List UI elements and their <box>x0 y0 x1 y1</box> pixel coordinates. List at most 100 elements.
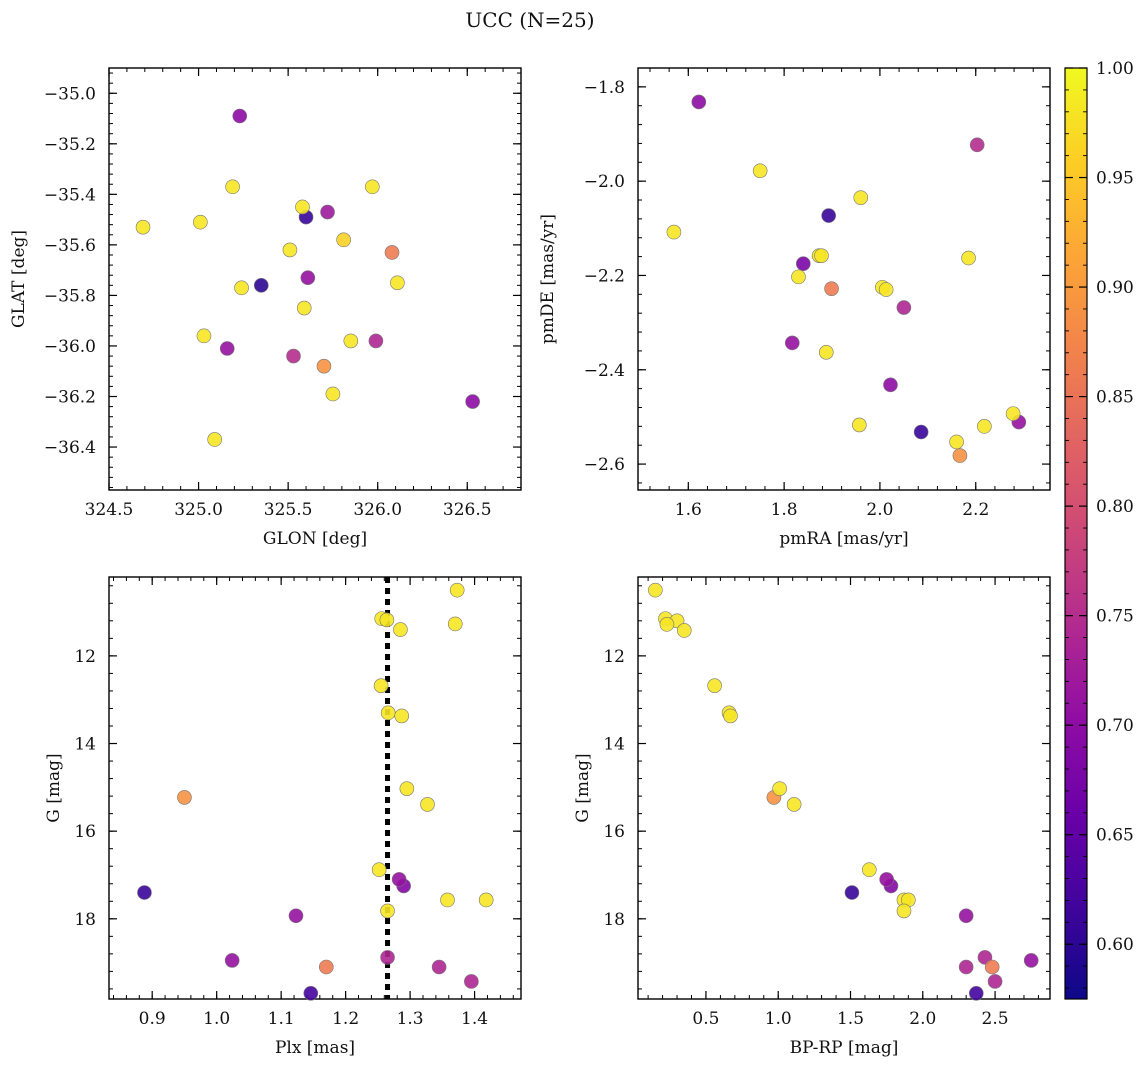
data-point <box>883 377 898 393</box>
data-point <box>691 94 707 110</box>
x-tick-label: 324.5 <box>85 500 134 520</box>
data-point <box>648 582 663 598</box>
data-point <box>824 281 839 296</box>
data-point <box>440 892 455 908</box>
y-tick-label: 14 <box>603 735 625 755</box>
data-point <box>282 242 298 258</box>
y-tick-label: −2.2 <box>584 266 625 286</box>
data-point <box>380 903 395 919</box>
data-point <box>987 974 1003 989</box>
data-point <box>913 424 929 440</box>
x-tick-label: 2.0 <box>909 1009 936 1029</box>
x-axis-label: Plx [mas] <box>275 1038 355 1058</box>
data-point <box>431 959 447 975</box>
data-point <box>300 270 316 286</box>
data-point <box>253 278 269 293</box>
colorbar-tick-label: 0.75 <box>1096 607 1134 627</box>
x-tick-label: 1.0 <box>765 1009 792 1029</box>
data-point <box>325 386 341 402</box>
y-tick-label: 12 <box>603 647 625 667</box>
data-point <box>420 797 435 812</box>
y-tick-label: −35.4 <box>44 185 96 205</box>
data-point <box>752 163 768 179</box>
data-point <box>391 872 407 887</box>
data-point <box>393 622 408 637</box>
data-point <box>288 908 304 924</box>
data-point <box>961 250 976 266</box>
y-axis-label: G [mag] <box>44 753 64 822</box>
x-tick-label: 1.8 <box>771 500 798 520</box>
colorbar-tick-label: 0.60 <box>1096 935 1134 955</box>
x-tick-label: 1.5 <box>837 1009 864 1029</box>
colorbar-tick-label: 0.80 <box>1096 497 1134 517</box>
figure-title: UCC (N=25) <box>465 8 594 32</box>
y-tick-label: 12 <box>74 647 96 667</box>
y-tick-label: −35.2 <box>44 135 96 155</box>
panel-cmd: 0.5 1.0 1.5 2.0 2.5 12 14 16 18 BP-RP [mag] G [mag… <box>573 576 1051 1058</box>
data-point <box>316 358 332 374</box>
x-tick-label: 0.9 <box>139 1009 166 1029</box>
data-point <box>303 986 319 1001</box>
data-point <box>676 623 692 638</box>
y-tick-label: 18 <box>603 910 625 930</box>
colorbar-tick-label: 1.00 <box>1096 59 1134 79</box>
data-point <box>772 781 787 796</box>
data-point <box>853 190 869 205</box>
data-point <box>814 248 829 263</box>
x-axis-label: GLON [deg] <box>263 529 367 549</box>
y-tick-label: 16 <box>74 822 96 842</box>
data-point <box>896 903 912 919</box>
x-tick-label: 1.6 <box>675 500 702 520</box>
data-point <box>1005 406 1021 421</box>
data-point <box>390 275 405 291</box>
data-point <box>666 224 682 240</box>
data-point <box>878 282 894 297</box>
data-point <box>861 862 877 878</box>
panel-plx: 0.9 1.0 1.1 1.2 1.3 1.4 12 14 16 18 Plx [mas] G [ma… <box>44 576 522 1058</box>
y-tick-label: 18 <box>74 910 96 930</box>
data-point <box>336 232 351 248</box>
data-point <box>478 892 494 908</box>
data-point <box>379 612 395 628</box>
colorbar-tick-label: 0.95 <box>1096 169 1134 189</box>
data-point <box>368 333 384 349</box>
data-point <box>135 219 151 235</box>
data-point <box>791 269 806 285</box>
data-point <box>958 959 974 975</box>
data-point <box>224 953 240 968</box>
data-point <box>707 678 722 693</box>
data-point <box>852 417 867 433</box>
colorbar-gradient <box>1064 67 1088 1000</box>
data-point <box>786 797 802 812</box>
y-tick-label: −36.2 <box>44 388 96 408</box>
data-point <box>225 179 240 195</box>
data-point <box>365 179 380 195</box>
data-point <box>232 108 248 124</box>
x-tick-label: 326.0 <box>353 500 402 520</box>
data-point <box>659 617 675 632</box>
y-tick-label: −2.0 <box>584 172 625 192</box>
x-tick-label: 326.5 <box>443 500 492 520</box>
plot-frame <box>108 67 522 491</box>
data-point <box>958 908 974 924</box>
data-point <box>380 705 396 721</box>
data-point <box>449 582 465 598</box>
data-point <box>723 708 738 724</box>
y-tick-label: −35.0 <box>44 84 96 104</box>
plot-frame <box>637 67 1051 491</box>
data-point <box>896 300 912 315</box>
data-point <box>394 708 410 724</box>
data-point <box>286 348 301 364</box>
data-point <box>177 790 192 805</box>
data-point <box>137 885 152 900</box>
data-point <box>784 335 800 351</box>
data-point <box>879 872 894 887</box>
data-point <box>949 434 964 450</box>
data-point <box>193 214 208 230</box>
x-tick-label: 2.5 <box>982 1009 1009 1029</box>
x-axis-label: BP-RP [mag] <box>790 1038 899 1058</box>
colorbar-tick-label: 0.85 <box>1096 388 1134 408</box>
data-point <box>318 959 334 975</box>
data-point <box>952 448 968 463</box>
x-axis-label: pmRA [mas/yr] <box>779 529 908 549</box>
